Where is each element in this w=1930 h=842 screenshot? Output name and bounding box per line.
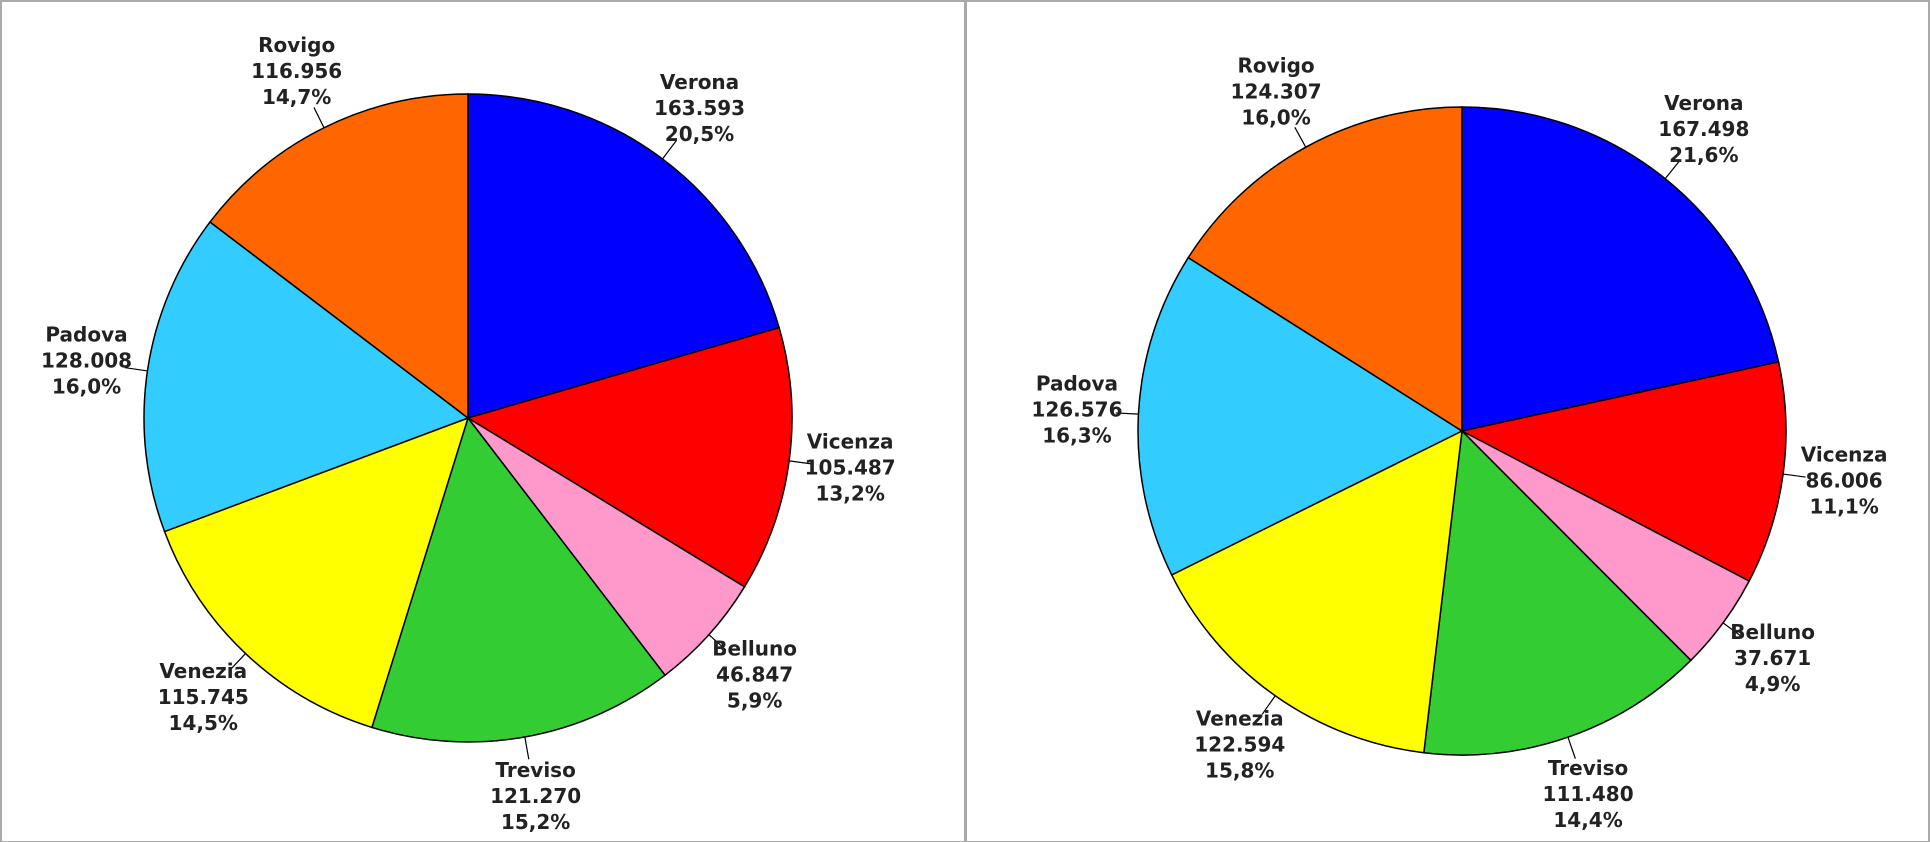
percent-label: 15,2% [501, 810, 570, 834]
value-label: 167.498 [1658, 117, 1749, 141]
pie-slice [163, 416, 470, 729]
leader-line [1261, 695, 1276, 715]
percent-label: 11,1% [1809, 495, 1878, 519]
leader-line [1294, 126, 1307, 148]
value-label: 128.008 [41, 348, 132, 372]
slice-label: Padova [1036, 371, 1118, 395]
pie-slice [466, 326, 793, 588]
percent-label: 16,0% [1241, 106, 1310, 130]
slice-label: Treviso [495, 758, 575, 782]
percent-label: 14,4% [1553, 808, 1622, 832]
value-label: 111.480 [1543, 782, 1634, 806]
value-label: 46.847 [716, 662, 793, 686]
percent-label: 14,5% [169, 711, 238, 735]
slice-label: Verona [1664, 91, 1743, 115]
value-label: 105.487 [805, 456, 896, 480]
pie-slice [1459, 361, 1787, 583]
slice-label: Belluno [712, 636, 797, 660]
slice-label: Vicenza [1801, 443, 1888, 467]
percent-label: 16,0% [52, 374, 121, 398]
value-label: 115.745 [158, 685, 249, 709]
value-label: 37.671 [1734, 646, 1811, 670]
slice-label: Venezia [1196, 707, 1284, 731]
pie-slice [208, 93, 469, 420]
slice-label: Belluno [1730, 620, 1815, 644]
leader-line [1115, 412, 1139, 415]
pie-slice [1461, 106, 1780, 432]
value-label: 116.956 [251, 59, 342, 83]
value-label: 122.594 [1194, 733, 1285, 757]
slice-label: Treviso [1548, 756, 1628, 780]
leader-line [1664, 160, 1680, 180]
value-label: 126.576 [1031, 397, 1122, 421]
pie-slice [1137, 256, 1464, 576]
slice-label: Verona [660, 70, 739, 94]
leader-line [1722, 622, 1742, 637]
leader-line [708, 634, 727, 651]
percent-label: 16,3% [1042, 423, 1111, 447]
percent-label: 13,2% [815, 482, 884, 506]
percent-label: 4,9% [1745, 672, 1800, 696]
slice-label: Vicenza [807, 430, 894, 454]
panel-border [965, 0, 1930, 842]
leader-line [1567, 736, 1576, 759]
value-label: 163.593 [654, 96, 745, 120]
leader-line [124, 367, 148, 372]
percent-label: 5,9% [727, 688, 782, 712]
leader-line [313, 107, 325, 129]
leader-line [662, 140, 677, 160]
slice-label: Rovigo [1238, 54, 1315, 78]
slice-label: Venezia [159, 659, 247, 683]
percent-label: 21,6% [1669, 143, 1738, 167]
slice-label: Padova [45, 322, 127, 346]
value-label: 121.270 [490, 784, 581, 808]
leader-line [789, 460, 812, 465]
pie-slice [143, 220, 470, 533]
leader-line [524, 736, 530, 760]
percent-label: 20,5% [665, 122, 734, 146]
leader-line [1783, 473, 1806, 478]
percent-label: 14,7% [262, 85, 331, 109]
value-label: 86.006 [1806, 469, 1883, 493]
percent-label: 15,8% [1205, 759, 1274, 783]
value-label: 124.307 [1231, 80, 1322, 104]
slice-label: Rovigo [258, 33, 335, 57]
leader-line [229, 653, 246, 671]
pie-slice [370, 416, 667, 743]
